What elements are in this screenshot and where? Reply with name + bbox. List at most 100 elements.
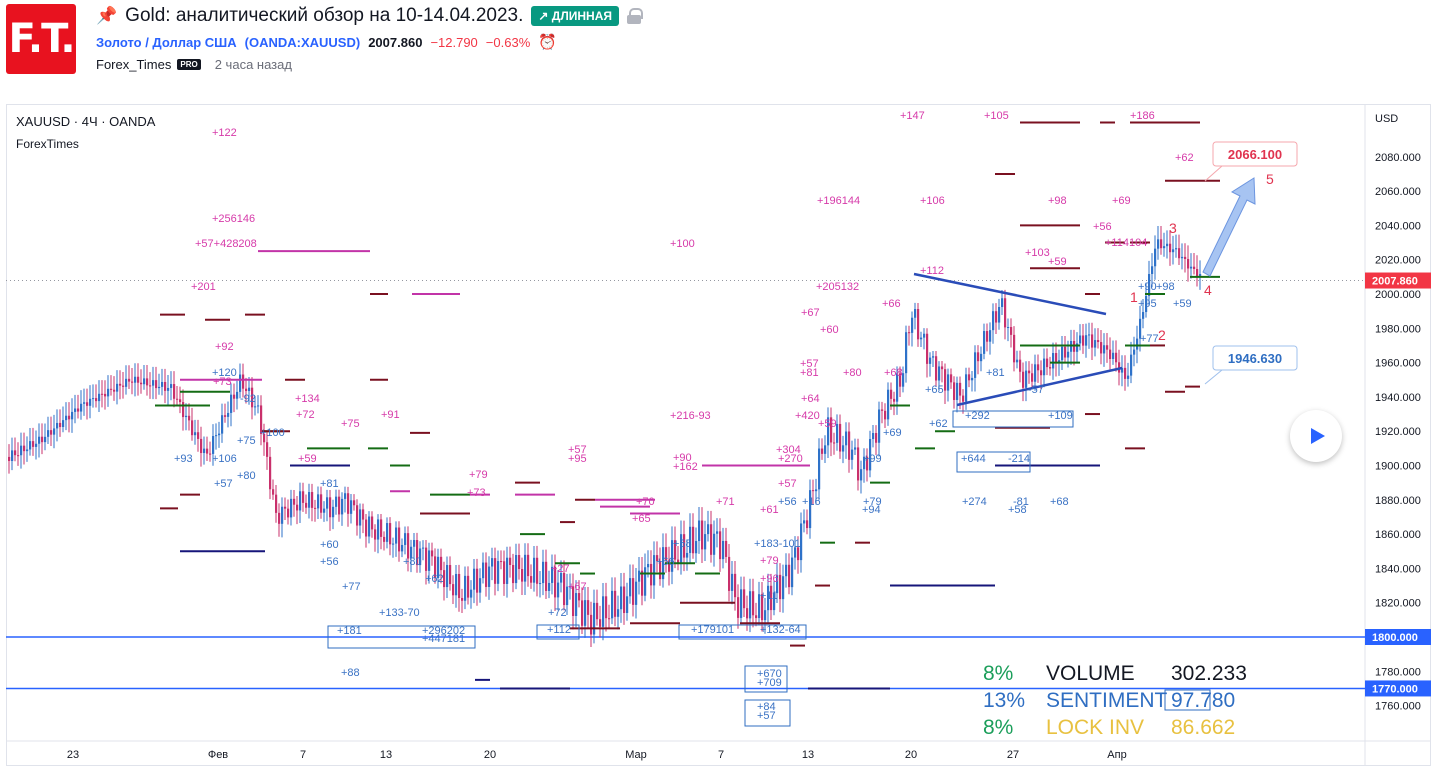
annotation-label: +132-64 [760,624,801,636]
annotation-label: +196144 [817,195,860,207]
candle-body [380,519,383,537]
play-button[interactable] [1290,410,1342,462]
annotation-label: +16 [802,496,821,508]
candle-body [1175,248,1178,250]
candle-body [548,582,551,591]
candle-body [737,597,740,618]
candle-body [629,578,632,597]
annotation-label: +201 [191,281,216,293]
annotation-label: +11 [760,590,778,602]
author-name[interactable]: Forex_Times [96,57,172,72]
candle-body [1169,243,1172,253]
annotation-label: +67 [568,581,587,593]
annotation-label: +109 [1048,410,1073,422]
candle-body [194,432,197,436]
author-logo[interactable]: F.T. [6,4,76,74]
candle-body [734,573,737,598]
wave-label: 3 [1169,220,1177,236]
candle-body [344,493,347,499]
candle-body [1151,266,1154,275]
candle-body [347,493,350,514]
chart-frame[interactable] [6,104,1431,766]
annotation-box [1164,689,1211,711]
candle-body [1124,367,1127,379]
support-price-tag [1365,680,1431,697]
candle-body [557,582,560,598]
candle-body [704,534,707,550]
candle-body [167,387,170,391]
symbol-code: OANDA:XAUUSD [248,34,356,50]
candle-body [1028,370,1031,374]
candle-body [977,352,980,362]
alarm-clock-icon[interactable]: ⏰ [538,34,557,51]
candle-body [1112,352,1115,360]
annotation-label: +66 [656,556,675,568]
candle-body [530,576,533,583]
candle-body [1196,268,1199,277]
candle-body [86,402,89,406]
candle-body [827,417,830,446]
annotation-label: +112 [920,265,944,277]
candle-body [917,309,920,340]
candle-body [1127,375,1130,379]
target-callout: 2066.100 [1228,147,1282,162]
support-callout-box [1212,345,1298,371]
candle-body [446,565,449,588]
candle-body [1103,345,1106,354]
candle-body [65,415,68,421]
stat-value: 86.662 [1171,716,1235,739]
candle-body [410,546,413,559]
candle-body [953,382,956,400]
candle-body [950,374,953,383]
candle-body [692,526,695,554]
candle-body [272,489,275,495]
candle-body [134,376,137,383]
support-price-label: 1770.000 [1372,683,1418,695]
annotation-label: +71 [716,496,735,508]
candle-body [449,565,452,585]
annotation-label: +100 [260,427,285,439]
candle-body [299,491,302,511]
candle-body [113,389,116,392]
annotation-label: +670 [757,668,782,680]
target-callout-box [1212,141,1298,167]
candle-body [125,378,128,387]
candle-body [386,523,389,542]
annotation-label: +60 [820,324,839,336]
candle-body [731,573,734,591]
symbol-name-link[interactable]: Золото / Доллар США [96,34,237,50]
candle-body [353,500,356,506]
annotation-label: +98 [1156,281,1175,293]
candle-body [1106,345,1109,350]
candle-body [1142,312,1145,319]
candle-body [206,448,209,454]
candle-body [47,430,50,437]
candle-body [911,317,914,333]
symbol-code-link[interactable]: (OANDA:XAUUSD) [245,35,361,50]
candle-body [233,394,236,399]
candle-body [461,597,464,601]
x-tick-label: 20 [484,749,496,761]
candle-body [848,431,851,460]
candle-body [839,423,842,452]
title-row: 📌 Gold: аналитический обзор на 10-14.04.… [96,4,644,28]
candle-body [80,403,83,412]
candle-body [821,448,824,454]
annotation-label: +72 [296,409,315,421]
candle-body [35,443,38,447]
candle-body [251,387,254,408]
annotation-label: +75 [237,435,256,447]
candle-body [416,540,419,566]
annotation-label: +68 [1050,496,1069,508]
candle-body [755,615,758,619]
candle-body [746,608,749,619]
candle-body [110,388,113,390]
candle-body [1085,335,1088,346]
candle-body [764,610,767,621]
annotation-label: +62 [929,418,948,430]
candle-body [242,374,245,389]
candle-body [845,431,848,446]
candle-body [98,393,101,402]
candle-body [944,369,947,391]
